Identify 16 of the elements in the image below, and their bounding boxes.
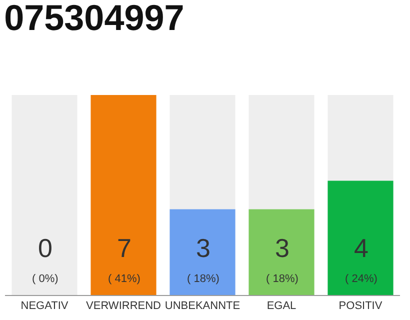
annotation: ( 41%) xyxy=(108,273,140,285)
annotation: ( 18%) xyxy=(187,273,220,285)
x-tick-label: UNBEKANNTE xyxy=(164,300,240,312)
annotation: ( 18%) xyxy=(266,273,298,285)
data-label: 7 xyxy=(117,233,132,263)
annotation: ( 24%) xyxy=(345,273,378,285)
x-tick-label: NEGATIV xyxy=(20,300,69,312)
data-label: 4 xyxy=(354,233,368,263)
x-tick-label: VERWIRREND xyxy=(86,300,162,312)
data-label: 0 xyxy=(38,233,52,263)
data-label: 3 xyxy=(275,233,290,263)
chart-title: 075304997 xyxy=(4,0,184,38)
data-label: 3 xyxy=(196,233,210,263)
x-tick-label: EGAL xyxy=(266,300,296,312)
annotation: ( 0%) xyxy=(32,273,58,285)
x-tick-label: POSITIV xyxy=(338,300,383,312)
